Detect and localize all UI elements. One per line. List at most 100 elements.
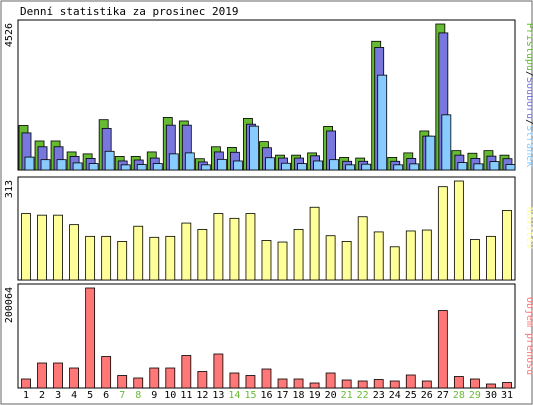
bar-Návštěv-17 [277, 241, 288, 281]
bar-Objem přenosu-1 [21, 378, 31, 389]
bar-Stránek-28 [457, 162, 468, 171]
bar-Objem přenosu-4 [69, 367, 79, 389]
bar-Stránek-29 [473, 163, 484, 171]
legend-entry: Přístupů [524, 23, 533, 71]
bar-Stránek-26 [425, 135, 436, 171]
bar-Návštěv-24 [389, 246, 400, 281]
bar-Návštěv-25 [405, 230, 416, 281]
bar-Objem přenosu-5 [85, 287, 96, 389]
day-label-12: 12 [196, 390, 208, 401]
bar-Návštěv-23 [373, 231, 384, 281]
bar-Návštěv-16 [261, 240, 272, 281]
bar-Stránek-25 [409, 163, 420, 171]
bar-Objem přenosu-21 [341, 379, 352, 389]
ymax-label: 200064 [4, 287, 15, 323]
bar-Stránek-1 [24, 156, 35, 171]
ymax-label: 4526 [4, 23, 15, 47]
bar-Stránek-22 [361, 163, 372, 171]
bar-Stránek-13 [216, 158, 227, 171]
day-label-26: 26 [421, 390, 433, 401]
day-label-14: 14 [228, 390, 240, 401]
bar-Návštěv-29 [469, 239, 480, 281]
day-label-4: 4 [71, 390, 77, 401]
bar-Objem přenosu-31 [502, 382, 512, 389]
bar-Stránek-21 [345, 164, 356, 171]
bar-Návštěv-13 [213, 213, 224, 281]
bar-Objem přenosu-6 [101, 356, 112, 389]
bar-Stránek-2 [40, 159, 51, 171]
day-label-11: 11 [180, 390, 192, 401]
bar-Návštěv-2 [37, 214, 47, 281]
bar-Objem přenosu-23 [373, 379, 384, 389]
bar-Stránek-17 [281, 162, 291, 171]
bar-Návštěv-21 [341, 241, 352, 281]
legend-entry: Objem přenosu [524, 297, 533, 375]
bar-Stránek-27 [441, 114, 452, 171]
day-label-2: 2 [39, 390, 45, 401]
bar-Návštěv-1 [21, 213, 31, 281]
bar-Stránek-30 [489, 161, 500, 171]
day-label-27: 27 [437, 390, 449, 401]
bar-Stránek-23 [377, 74, 388, 171]
legend-entry: Návštěv [524, 207, 533, 249]
legend-entry: Souborů [524, 77, 533, 119]
day-label-21: 21 [341, 390, 353, 401]
bar-Objem přenosu-2 [37, 362, 47, 389]
bar-Stránek-4 [72, 162, 83, 171]
bar-Objem přenosu-14 [229, 372, 240, 389]
bar-Návštěv-28 [453, 180, 464, 281]
bar-Návštěv-10 [165, 235, 176, 281]
day-label-19: 19 [309, 390, 321, 401]
day-label-9: 9 [151, 390, 157, 401]
day-label-29: 29 [469, 390, 481, 401]
bar-Stránek-16 [265, 157, 275, 171]
bar-Návštěv-15 [245, 213, 256, 281]
bar-Návštěv-22 [357, 216, 368, 281]
chart-panel-bottom: 200064 Objem přenosu [4, 283, 533, 389]
bar-Návštěv-7 [117, 241, 128, 281]
day-label-10: 10 [164, 390, 176, 401]
bar-Návštěv-14 [229, 217, 240, 281]
bar-Stránek-10 [168, 153, 179, 171]
bar-Objem přenosu-25 [405, 374, 416, 389]
bar-Stránek-8 [136, 164, 147, 171]
day-label-16: 16 [260, 390, 272, 401]
bar-Návštěv-6 [101, 235, 112, 281]
bar-Objem přenosu-24 [389, 380, 400, 389]
bar-Objem přenosu-17 [277, 378, 288, 389]
day-label-24: 24 [389, 390, 401, 401]
bar-Stránek-24 [393, 164, 404, 171]
bar-Návštěv-4 [69, 224, 79, 281]
day-label-31: 31 [501, 390, 513, 401]
bar-Návštěv-5 [85, 235, 96, 281]
day-label-22: 22 [357, 390, 369, 401]
bar-Stránek-15 [249, 125, 259, 171]
bar-Návštěv-12 [197, 228, 208, 281]
day-label-30: 30 [485, 390, 497, 401]
bar-Objem přenosu-10 [165, 367, 176, 389]
day-label-25: 25 [405, 390, 417, 401]
bar-Stránek-5 [88, 163, 99, 171]
day-label-3: 3 [55, 390, 61, 401]
legend-middle: Návštěv [524, 207, 533, 249]
bar-Stránek-18 [297, 163, 307, 171]
day-label-20: 20 [325, 390, 337, 401]
bar-Objem přenosu-30 [486, 383, 496, 389]
bar-Objem přenosu-27 [437, 310, 448, 389]
bar-Objem přenosu-12 [197, 371, 208, 389]
bar-Stránek-12 [200, 164, 211, 171]
bar-Návštěv-26 [421, 229, 432, 281]
bar-Návštěv-20 [325, 235, 336, 281]
legend-bottom: Objem přenosu [524, 297, 533, 375]
bar-Stránek-11 [184, 152, 195, 171]
day-label-23: 23 [373, 390, 385, 401]
bar-Návštěv-31 [502, 210, 512, 281]
day-label-15: 15 [244, 390, 256, 401]
bar-Stránek-31 [505, 164, 516, 171]
bar-Objem přenosu-20 [325, 372, 336, 389]
legend-separator: / [524, 119, 533, 125]
bar-Objem přenosu-18 [293, 378, 304, 389]
